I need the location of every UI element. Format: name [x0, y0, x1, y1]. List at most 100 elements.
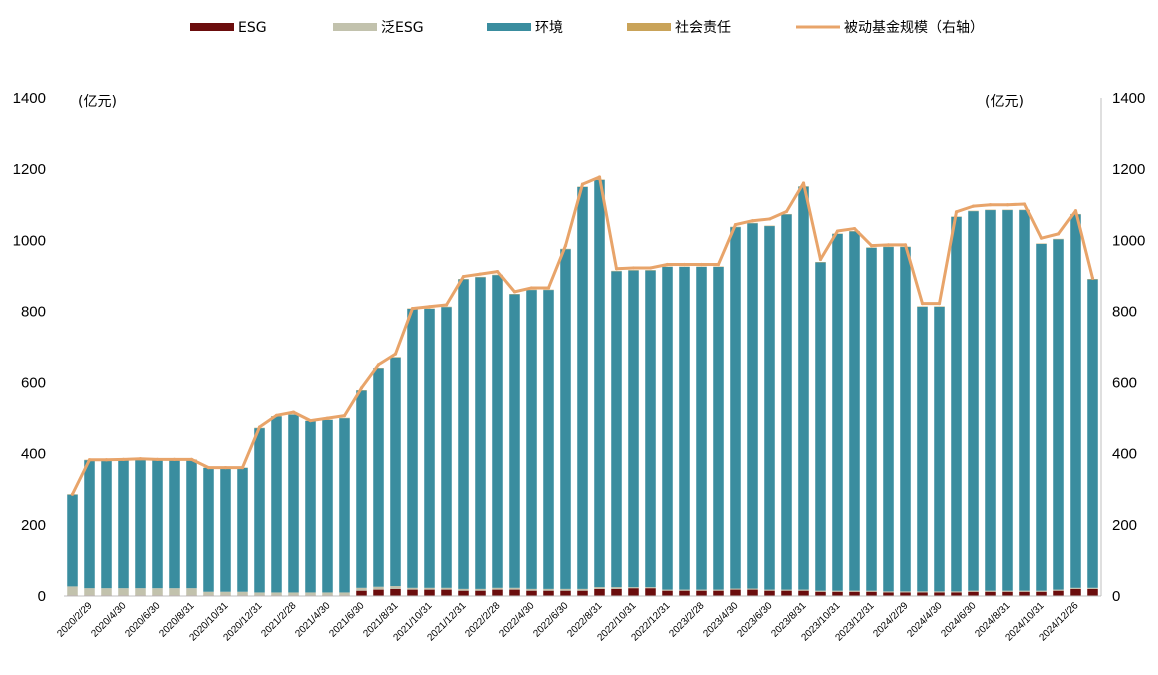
bar-segment-s3 [798, 186, 809, 590]
x-tick-label: 2021/4/30 [293, 600, 333, 640]
bar-segment-s1 [696, 590, 707, 596]
bar-segment-s2 [186, 588, 197, 596]
line-point [784, 209, 789, 214]
line-point [852, 226, 857, 231]
bar-segment-s2 [271, 592, 282, 596]
bar-segment-s2 [883, 591, 894, 593]
bar-segment-s2 [662, 589, 673, 591]
bar-segment-s1 [968, 591, 979, 596]
bar-segment-s3 [305, 420, 316, 593]
bar-segment-s3 [169, 459, 180, 589]
bar-segment-s3 [934, 306, 945, 592]
line-point [801, 181, 806, 185]
line-point [223, 465, 228, 470]
x-tick-label: 2023/6/30 [735, 600, 775, 640]
line-point [206, 465, 211, 470]
bar-segment-s1 [747, 589, 758, 596]
bar-segment-s1 [356, 590, 367, 596]
bar-segment-s1 [985, 591, 996, 596]
bar-segment-s3 [1070, 214, 1081, 588]
bar-segment-s1 [1036, 591, 1047, 596]
bar-segment-s1 [407, 589, 418, 596]
bar-segment-s3 [152, 459, 163, 589]
bar-segment-s3 [390, 357, 401, 587]
line-point [631, 266, 636, 270]
bar-segment-s3 [1053, 239, 1064, 590]
bar-segment-s2 [543, 588, 554, 591]
bar-segment-s2 [611, 587, 622, 589]
bar-segment-s3 [730, 227, 741, 589]
bar-segment-s3 [339, 418, 350, 593]
bar-segment-s3 [1002, 210, 1013, 591]
bar-segment-s1 [611, 588, 622, 596]
bar-segment-s1 [781, 590, 792, 596]
x-tick-label: 2023/2/28 [667, 600, 707, 640]
line-point [937, 302, 942, 306]
bar-segment-s2 [730, 588, 741, 590]
line-point [818, 257, 823, 262]
y2-tick-label: 600 [1112, 375, 1137, 392]
bar-segment-s3 [611, 271, 622, 588]
y2-tick-label: 400 [1112, 446, 1137, 463]
bar-segment-s1 [628, 588, 639, 596]
bar-segment-s3 [900, 247, 911, 592]
bar-segment-s3 [951, 216, 962, 592]
bar-segment-s3 [815, 262, 826, 591]
line-point [563, 244, 568, 248]
line-point [767, 217, 772, 221]
bar-segment-s1 [934, 592, 945, 596]
bar-segment-s2 [407, 587, 418, 590]
bar-segment-s3 [696, 266, 707, 590]
x-tick-label: 2021/2/28 [259, 600, 299, 640]
bar-segment-s1 [679, 590, 690, 596]
line-point [495, 269, 500, 274]
bar-segment-s2 [1087, 587, 1098, 589]
line-point [1056, 232, 1061, 236]
bar-segment-s3 [84, 460, 95, 589]
line-point [903, 243, 908, 247]
bar-segment-s2 [934, 591, 945, 593]
bar-segment-s3 [373, 368, 384, 587]
bar-segment-s3 [135, 459, 146, 589]
bar-segment-s2 [781, 589, 792, 591]
bar-segment-s2 [152, 588, 163, 596]
line-point [189, 457, 194, 462]
line-point [393, 352, 398, 356]
bar-segment-s3 [526, 290, 537, 589]
bar-segment-s2 [1070, 587, 1081, 589]
bar-segment-s3 [254, 428, 265, 593]
line-point [699, 262, 704, 267]
bar-segment-s2 [1053, 589, 1064, 591]
bar-segment-s1 [866, 591, 877, 596]
line-point [1005, 203, 1010, 207]
bar-segment-s1 [509, 589, 520, 596]
bar-segment-s2 [645, 587, 656, 589]
y-tick-label: 1200 [13, 161, 46, 178]
bar-segment-s2 [254, 592, 265, 596]
bar-segment-s2 [84, 588, 95, 596]
bar-segment-s1 [475, 590, 486, 596]
bar-segment-s2 [900, 591, 911, 593]
bar-segment-s2 [441, 587, 452, 590]
bar-segment-s1 [543, 590, 554, 596]
line-point [342, 414, 347, 418]
x-tick-label: 2020/6/30 [123, 600, 163, 640]
line-point [648, 266, 653, 270]
bar-segment-s3 [475, 277, 486, 589]
x-tick-label: 2022/6/30 [531, 600, 571, 640]
bar-segment-s2 [475, 588, 486, 591]
bar-segment-s3 [492, 275, 503, 588]
bar-segment-s2 [339, 592, 350, 596]
bar-segment-s1 [900, 592, 911, 596]
line-point [988, 203, 993, 207]
legend-label: 社会责任 [675, 20, 731, 36]
bars [67, 179, 1098, 596]
bar-segment-s3 [781, 214, 792, 590]
legend-label: ESG [238, 20, 267, 36]
bar-segment-s3 [271, 416, 282, 593]
bar-segment-s3 [594, 179, 605, 588]
bar-segment-s1 [373, 589, 384, 596]
bar-segment-s2 [866, 590, 877, 592]
left-axis-unit: (亿元) [78, 94, 117, 110]
